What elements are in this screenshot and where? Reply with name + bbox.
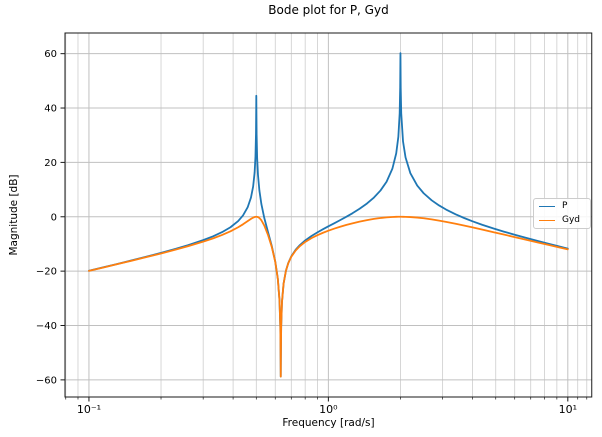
legend-label-P: P xyxy=(562,201,568,212)
y-axis-ticks: 60 40 20 0 −20 −40 −60 xyxy=(36,49,65,386)
x-tick-label: 10⁰ xyxy=(319,403,338,416)
y-axis-label: Magnitude [dB] xyxy=(8,174,20,256)
x-minor-gridlines xyxy=(65,33,588,397)
x-axis-label: Frequency [rad/s] xyxy=(282,417,375,429)
y-gridlines xyxy=(65,53,592,381)
legend-label-Gyd: Gyd xyxy=(562,214,581,225)
y-tick-label: −20 xyxy=(36,267,57,278)
legend: P Gyd xyxy=(533,198,591,229)
y-tick-label: −60 xyxy=(36,375,57,386)
y-tick-label: 60 xyxy=(44,49,57,60)
x-axis-ticks: 10⁻¹ 10⁰ 10¹ xyxy=(65,397,588,416)
y-tick-label: 40 xyxy=(44,104,57,115)
y-tick-label: 20 xyxy=(44,158,57,169)
legend-item-P: P xyxy=(539,201,585,213)
x-tick-label: 10⁻¹ xyxy=(77,403,101,416)
curve-Gyd xyxy=(88,215,569,378)
legend-line-sample-Gyd xyxy=(539,219,555,221)
x-tick-label: 10¹ xyxy=(559,403,577,416)
y-tick-label: −40 xyxy=(36,321,57,332)
legend-item-Gyd: Gyd xyxy=(539,215,585,227)
legend-line-sample-P xyxy=(539,206,555,208)
y-tick-label: 0 xyxy=(51,212,57,223)
plot-title: Bode plot for P, Gyd xyxy=(268,3,389,17)
